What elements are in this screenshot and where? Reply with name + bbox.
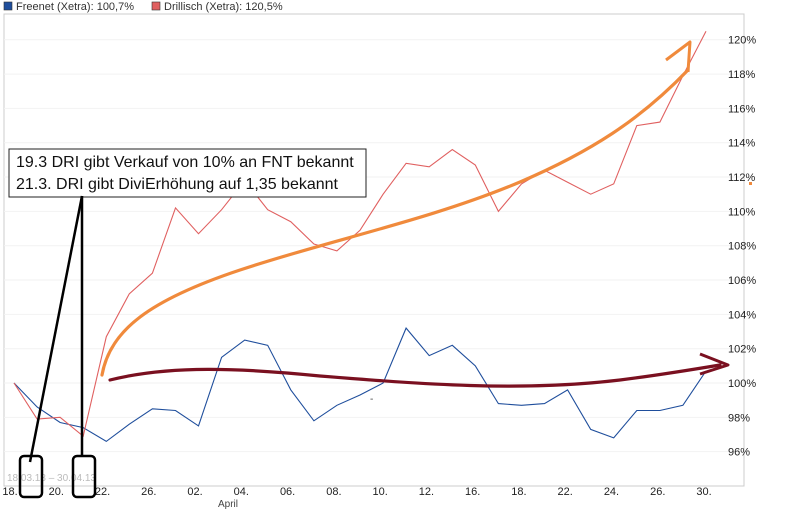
x-tick-label: 02. [187,486,202,498]
x-tick-label: 10. [372,486,387,498]
center-dash: - [370,394,373,405]
plot-frame [3,13,745,487]
x-axis: 18. 20. 22. 26. 02. 04. 06. 08. 10. 12. 16. 18. 22. 2… [2,486,711,498]
y-tick-label: 120% [728,35,756,47]
x-tick-label: 26. [650,486,665,498]
annotation-line-2: 21.3. DRI gibt DiviErhöhung auf 1,35 bek… [16,176,339,193]
x-tick-label: 22. [558,486,573,498]
y-tick-label: 110% [728,206,756,218]
x-month-label: April [218,499,238,510]
highlight-box-19-03 [18,454,44,499]
y-tick-label: 106% [728,275,756,287]
annotation-pointers [18,195,97,499]
y-axis: 96% 98% 100% 102% 104% 106% 108% 110% 112% 114% 11… [728,35,756,459]
date-range: 18.03.13 – 30.04.13 [7,473,96,484]
x-tick-label: 04. [234,486,249,498]
orange-trend-arrow [100,40,692,377]
y-tick-label: 114% [728,138,756,150]
legend-drillisch: Drillisch (Xetra): 120,5% [164,1,283,13]
x-tick-label: 18. [511,486,526,498]
y-tick-label: 108% [728,241,756,253]
x-tick-label: 30. [696,486,711,498]
y-tick-label: 112% [728,172,756,184]
series-line-freenet [13,327,707,443]
x-tick-label: 20. [49,486,64,498]
legend: Freenet (Xetra): 100,7% Drillisch (Xetra… [3,1,283,13]
x-tick-label: 22. [95,486,110,498]
x-tick-label: 24. [604,486,619,498]
legend-freenet: Freenet (Xetra): 100,7% [16,1,134,13]
y-tick-label: 116% [728,103,756,115]
y-tick-label: 102% [728,344,756,356]
series-group [13,30,707,443]
x-tick-label: 06. [280,486,295,498]
y-tick-label: 96% [728,447,750,459]
legend-swatch-freenet [3,1,13,11]
y-tick-label: 98% [728,412,750,424]
highlight-box-21-03 [71,454,97,499]
x-tick-label: 18. [2,486,17,498]
y-tick-label: 118% [728,69,756,81]
darkred-trend-arrow [108,352,730,388]
legend-swatch-drillisch [151,1,161,11]
series-line-drillisch [13,30,707,438]
x-tick-label: 16. [465,486,480,498]
annotation-line-1: 19.3 DRI gibt Verkauf von 10% an FNT bek… [16,154,354,171]
x-tick-label: 26. [141,486,156,498]
x-tick-label: 12. [419,486,434,498]
y-tick-label: 100% [728,378,756,390]
current-value-marker [749,182,752,185]
x-tick-label: 08. [326,486,341,498]
y-tick-label: 104% [728,309,756,321]
annotation-box: 19.3 DRI gibt Verkauf von 10% an FNT bek… [8,148,367,198]
